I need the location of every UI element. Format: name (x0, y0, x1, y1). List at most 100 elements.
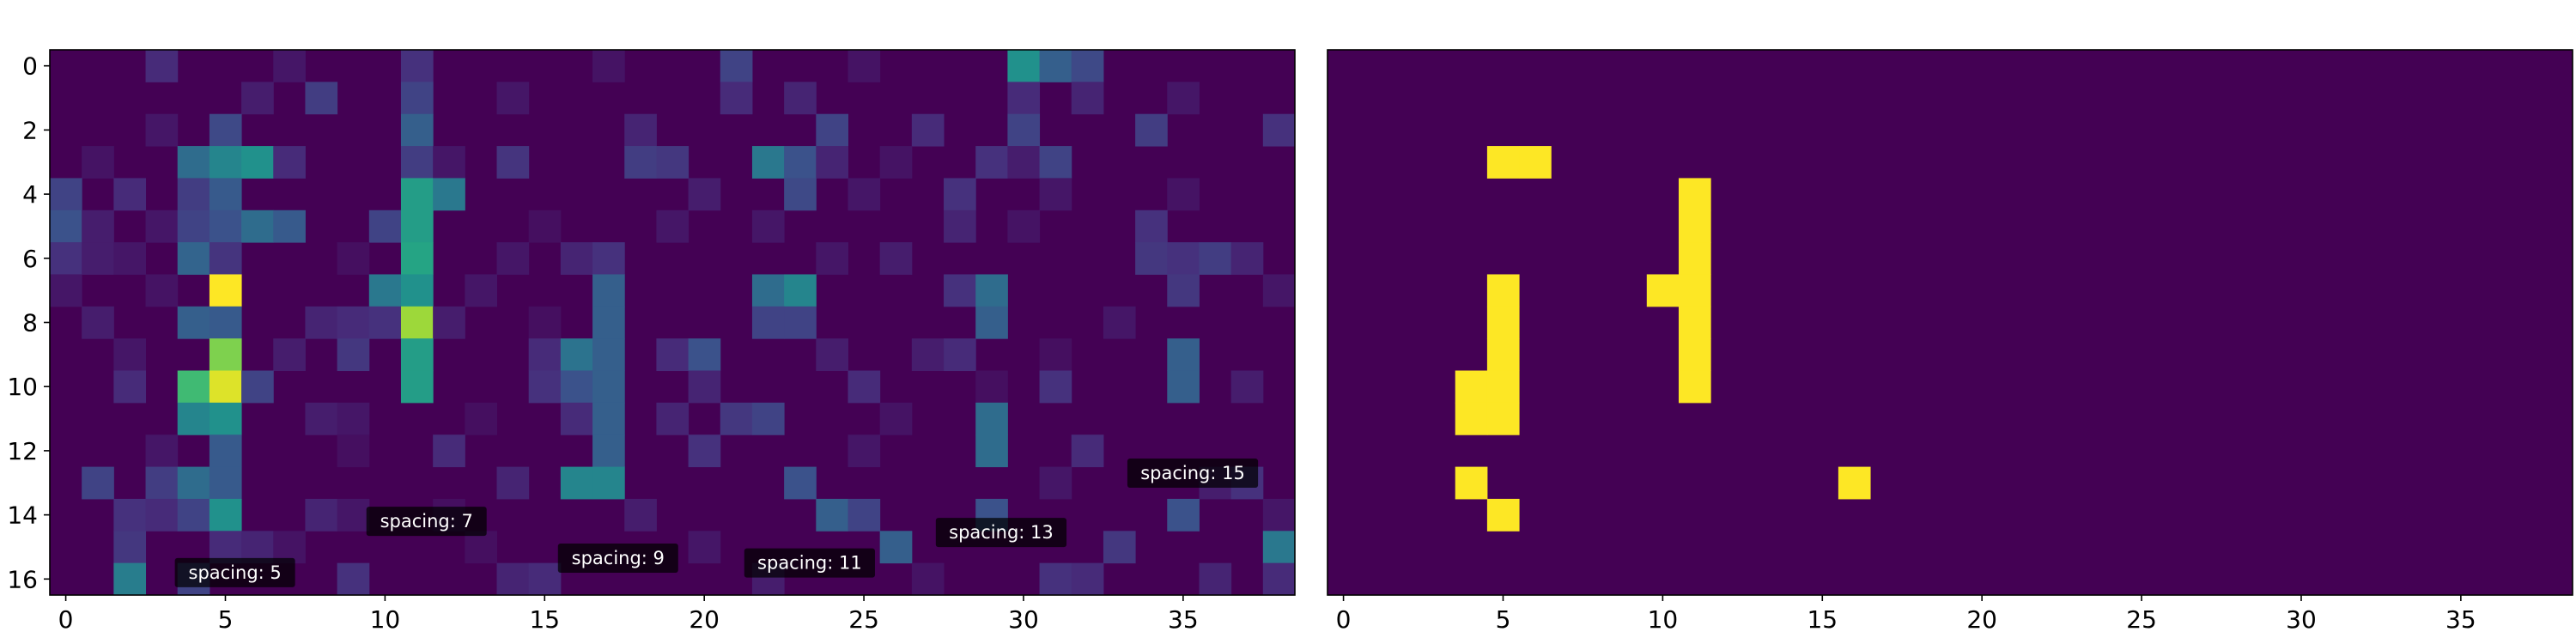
heatmap-cell (210, 242, 242, 275)
heatmap-cell (1167, 82, 1200, 114)
heatmap-cell (241, 146, 274, 179)
heatmap-cell (784, 178, 817, 210)
heatmap-cell (241, 82, 274, 114)
heatmap-cell (1072, 563, 1104, 596)
heatmap-cell (210, 307, 242, 339)
heatmap-cell (210, 210, 242, 243)
heatmap-cell (50, 178, 82, 210)
x-tick-label: 5 (1496, 605, 1511, 634)
spacing-annotation: spacing: 15 (1140, 463, 1245, 483)
heatmap-cell (337, 499, 370, 532)
heatmap-cell (178, 403, 210, 435)
heatmap-cell (433, 434, 465, 467)
heatmap-cell (1263, 531, 1296, 563)
heatmap-cell (1167, 242, 1200, 275)
heatmap-cell (1263, 563, 1296, 596)
heatmap-cell (1838, 467, 1871, 500)
heatmap-cell (880, 403, 913, 435)
heatmap-cell (689, 434, 721, 467)
heatmap-cell (113, 242, 146, 275)
y-tick-label: 2 (22, 116, 38, 144)
heatmap-cell (113, 499, 146, 532)
heatmap-cell (210, 274, 242, 307)
heatmap-cell (1263, 499, 1296, 532)
heatmap-panel-left: spacing: 5 spacing: 7 spacing: 9 spacing: 1… (7, 50, 1295, 634)
heatmap-cell (1072, 434, 1104, 467)
heatmap-cell (146, 114, 179, 147)
heatmap-cell (720, 82, 753, 114)
heatmap-cell (210, 403, 242, 435)
heatmap-cell (656, 338, 689, 371)
heatmap-cell (241, 371, 274, 404)
heatmap-cell (720, 403, 753, 435)
heatmap-cell (1263, 114, 1296, 147)
heatmap-cell (1072, 50, 1104, 82)
heatmap-cell (1007, 146, 1040, 179)
heatmap-cell (178, 242, 210, 275)
heatmap-cell (561, 467, 593, 500)
heatmap-cell (1487, 338, 1520, 371)
heatmap-cell (401, 242, 434, 275)
heatmap-cell (305, 307, 337, 339)
x-tick-label: 30 (2286, 605, 2317, 634)
heatmap-cell (401, 178, 434, 210)
x-tick-label: 0 (1336, 605, 1352, 634)
heatmap-cell (146, 210, 179, 243)
heatmap-cell (592, 403, 625, 435)
heatmap-cell (1103, 531, 1136, 563)
heatmap-cell (816, 242, 848, 275)
heatmap-cell (1167, 274, 1200, 307)
heatmap-cell (1167, 499, 1200, 532)
heatmap-cell (210, 434, 242, 467)
heatmap-cell (369, 307, 402, 339)
heatmap-cell (178, 467, 210, 500)
heatmap-cell (401, 210, 434, 243)
heatmap-cell (497, 242, 530, 275)
heatmap-cell (337, 338, 370, 371)
heatmap-cell (369, 210, 402, 243)
heatmap-cell (210, 178, 242, 210)
heatmap-cell (752, 210, 785, 243)
heatmap-cell (497, 82, 530, 114)
heatmap-cell (178, 178, 210, 210)
heatmap-cell (624, 499, 657, 532)
heatmap-cell (1040, 178, 1072, 210)
heatmap-cell (210, 114, 242, 147)
heatmap-cell (944, 178, 976, 210)
heatmap-cell (82, 467, 114, 500)
heatmap-cell (273, 338, 306, 371)
heatmap-cell (401, 82, 434, 114)
x-tick-label: 15 (1807, 605, 1838, 634)
heatmap-cell (337, 403, 370, 435)
heatmap-cell (1487, 274, 1520, 307)
heatmap-cell (689, 531, 721, 563)
heatmap-cell (689, 371, 721, 404)
heatmap-cell (975, 403, 1008, 435)
heatmap-cell (1487, 146, 1520, 179)
heatmap-cell (752, 403, 785, 435)
heatmap-cell (210, 467, 242, 500)
heatmap-cell (1007, 50, 1040, 82)
spacing-annotation: spacing: 11 (757, 553, 862, 574)
heatmap-cell (720, 50, 753, 82)
heatmap-cell (561, 338, 593, 371)
y-tick-label: 10 (7, 373, 38, 401)
heatmap-cell (944, 274, 976, 307)
heatmap-cell (497, 146, 530, 179)
x-tick-label: 5 (218, 605, 234, 634)
heatmap-cell (529, 338, 562, 371)
heatmap-cell (1231, 371, 1264, 404)
heatmap-cell (592, 274, 625, 307)
x-tick-label: 0 (58, 605, 74, 634)
spacing-annotation: spacing: 9 (572, 548, 665, 568)
heatmap-cell (1135, 210, 1168, 243)
heatmap-cell (592, 371, 625, 404)
heatmap-cell (337, 307, 370, 339)
heatmap-cell (401, 274, 434, 307)
heatmap-cell (1167, 338, 1200, 371)
x-tick-label: 10 (1648, 605, 1679, 634)
heatmap-cell (497, 563, 530, 596)
heatmap-cell (975, 434, 1008, 467)
heatmap-cell (624, 146, 657, 179)
x-tick-label: 15 (529, 605, 560, 634)
